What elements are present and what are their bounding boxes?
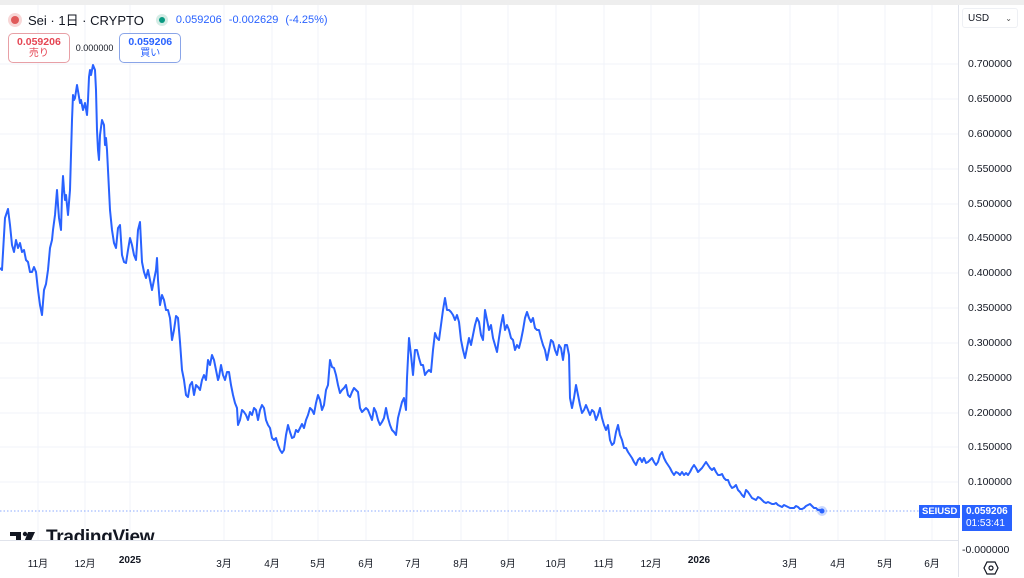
top-strip — [0, 0, 1024, 5]
last-point-marker — [819, 508, 825, 514]
price-line — [0, 64, 823, 512]
spread-value: 0.000000 — [75, 43, 114, 53]
price-label: 0.400000 — [968, 267, 1012, 279]
price-label: 0.700000 — [968, 58, 1012, 70]
chevron-down-icon: ⌄ — [1005, 13, 1012, 23]
time-label: 5月 — [877, 559, 893, 570]
trade-buttons: 0.059206 売り 0.000000 0.059206 買い — [8, 33, 182, 63]
time-label: 4月 — [830, 559, 846, 570]
buy-label: 買い — [140, 48, 161, 59]
market-status-icon — [155, 13, 168, 26]
time-label: 7月 — [405, 559, 421, 570]
price-label: 0.500000 — [968, 198, 1012, 210]
bar-countdown: 01:53:41 — [966, 518, 1005, 529]
legend-change-pct: (-4.25%) — [285, 13, 328, 26]
symbol-price-tag: SEIUSD — [919, 505, 961, 518]
price-label: 0.100000 — [968, 476, 1012, 488]
time-label: 12月 — [640, 559, 662, 570]
sell-price: 0.059206 — [17, 36, 61, 48]
legend-last-price: 0.059206 — [175, 13, 222, 26]
time-label: 12月 — [74, 559, 96, 570]
price-label: 0.350000 — [968, 302, 1012, 314]
last-price-tag: 0.059206 01:53:41 — [962, 505, 1012, 531]
grid-lines — [0, 5, 958, 540]
time-label: 4月 — [264, 559, 280, 570]
time-label: 2025 — [118, 555, 142, 566]
currency-value: USD — [968, 12, 990, 24]
time-label: 5月 — [310, 559, 326, 570]
price-label: 0.650000 — [968, 93, 1012, 105]
time-label: 6月 — [924, 559, 940, 570]
time-label: 3月 — [216, 559, 232, 570]
sell-button[interactable]: 0.059206 売り — [8, 33, 70, 63]
price-label: 0.600000 — [968, 128, 1012, 140]
legend-change: -0.002629 — [228, 13, 279, 26]
price-axis[interactable] — [958, 5, 1024, 577]
sell-label: 売り — [28, 48, 49, 59]
price-label: 0.450000 — [968, 232, 1012, 244]
price-label: 0.150000 — [968, 441, 1012, 453]
price-label: 0.550000 — [968, 163, 1012, 175]
settings-gear-icon[interactable] — [983, 561, 999, 575]
price-label: 0.200000 — [968, 407, 1012, 419]
sei-logo-icon — [8, 12, 22, 27]
time-label: 2026 — [687, 555, 711, 566]
time-label: 8月 — [453, 559, 469, 570]
chart-area[interactable] — [0, 5, 958, 540]
price-chart — [0, 5, 958, 540]
price-label: 0.250000 — [968, 372, 1012, 384]
last-price-value: 0.059206 — [966, 506, 1008, 517]
time-label: 11月 — [593, 559, 615, 570]
time-label: 9月 — [500, 559, 516, 570]
time-label: 10月 — [545, 559, 567, 570]
buy-button[interactable]: 0.059206 買い — [119, 33, 182, 63]
time-label: 6月 — [358, 559, 374, 570]
time-label: 3月 — [782, 559, 798, 570]
currency-select[interactable]: USD ⌄ — [962, 8, 1018, 28]
chart-legend: Sei · 1日 · CRYPTO 0.059206 -0.002629 (-4… — [8, 10, 332, 29]
legend-values: 0.059206 -0.002629 (-4.25%) — [176, 14, 332, 26]
buy-price: 0.059206 — [128, 36, 173, 48]
price-label: 0.300000 — [968, 337, 1012, 349]
symbol-title[interactable]: Sei · 1日 · CRYPTO — [28, 13, 144, 28]
time-axis[interactable]: 11月 12月 2025 3月 4月 5月 6月 7月 8月 9月 10月 11… — [0, 540, 958, 578]
price-label: -0.000000 — [962, 544, 1010, 556]
time-label: 11月 — [27, 559, 49, 570]
